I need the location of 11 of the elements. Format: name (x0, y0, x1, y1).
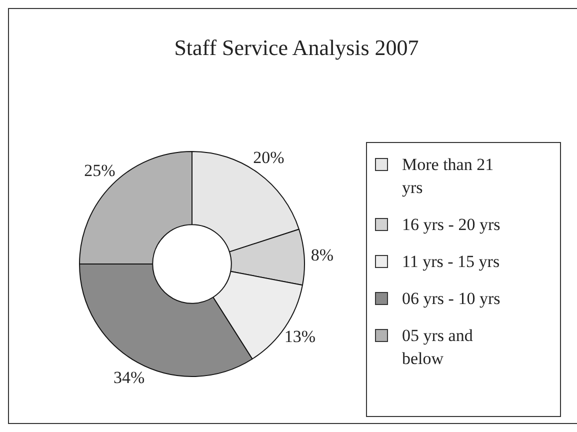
data-label: 20% (253, 148, 284, 167)
legend-label: 11 yrs - 15 yrs (402, 251, 501, 273)
legend-label: 16 yrs - 20 yrs (402, 214, 502, 236)
chart-title: Staff Service Analysis 2007 (173, 35, 420, 61)
legend-label: 05 yrs and below (402, 325, 474, 370)
data-label: 13% (284, 326, 316, 346)
legend-label: 06 yrs - 10 yrs (402, 288, 502, 310)
data-label: 8% (310, 245, 334, 264)
data-label: 25% (84, 161, 116, 180)
data-label: 34% (114, 368, 145, 387)
legend-label: More than 21 yrs (402, 154, 495, 199)
